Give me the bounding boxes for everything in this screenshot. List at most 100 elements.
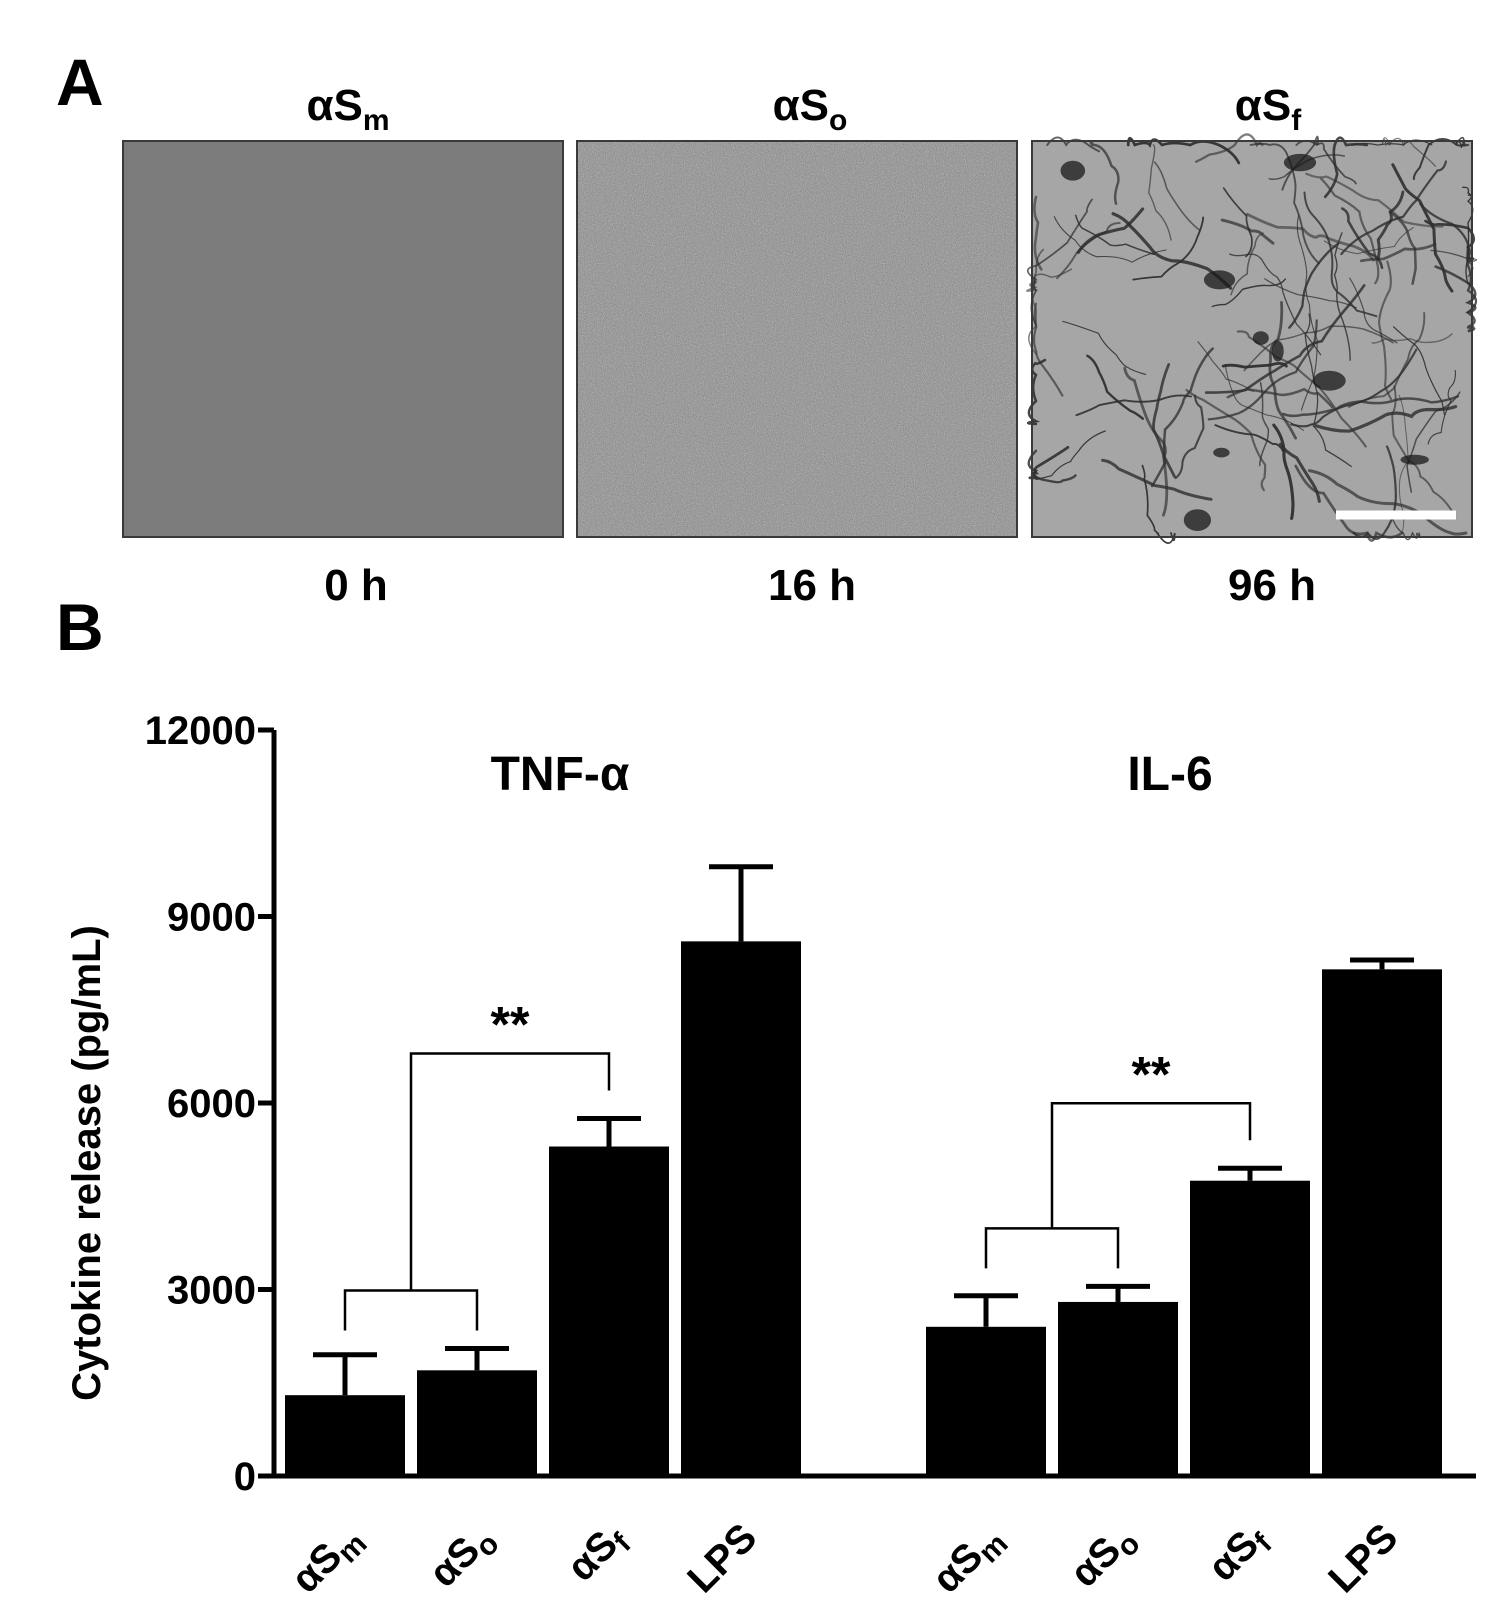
bar [1058,1301,1178,1476]
micrograph-2-image [576,140,1018,538]
micrograph-1-time: 0 h [324,561,388,610]
fibril [1141,464,1176,544]
fibril [1150,347,1214,488]
fibril [1229,253,1322,356]
fibril [1268,301,1297,440]
fibril [1132,216,1205,281]
fibril [1462,186,1474,285]
fibril [1062,320,1147,375]
fibril [1391,163,1454,293]
micrograph-2: αSo 16 h [576,81,1018,610]
micrograph-3-title: αSf [1235,81,1302,137]
fibril [1371,333,1453,344]
fibril [1075,394,1192,417]
y-axis-label: Cytokine release (pg/mL) [65,925,109,1401]
fibril [1207,319,1318,421]
bar [1322,969,1442,1476]
fibril [1376,190,1405,261]
fibril-clump [1312,370,1346,391]
fibril-clump [1400,454,1429,465]
category-labels: αSm αSo αSf LPS αSm αSo αSf LPS [283,1515,1406,1605]
fibril [1028,268,1073,355]
fibril [1220,218,1275,245]
bar [285,1395,405,1476]
category-label: αSm [924,1515,1014,1605]
fibril [1221,361,1288,369]
micrograph-2-grain [577,141,1017,537]
category-label: αSm [283,1515,373,1605]
fibril [1236,330,1367,448]
fibril [1086,354,1144,420]
micrograph-2-time: 16 h [768,561,856,610]
fibril [1393,326,1445,416]
bars [285,864,1442,1476]
y-tick-label: 3000 [167,1269,256,1313]
group-title: TNF-α [491,748,630,801]
fibril [1294,464,1404,542]
bar [549,1146,669,1476]
fibril [1053,216,1167,263]
bar [417,1370,537,1476]
category-label: αSo [1062,1515,1147,1600]
micrograph-3-image [1031,140,1473,538]
category-label: αSf [1200,1515,1279,1594]
fibril [1259,381,1270,467]
category-label: αSo [421,1515,506,1600]
y-tick-label: 12000 [145,709,256,753]
fibril [1148,144,1172,241]
micrograph-1-title: αSm [306,81,389,137]
fibril [1290,348,1418,428]
fibril [1224,363,1305,431]
panel-a-letter: A [56,45,104,119]
y-tick-label: 0 [234,1455,256,1499]
fibril [1074,214,1156,256]
fibril [1341,207,1384,270]
fibril [1424,219,1476,263]
bracket-comparison [409,1052,611,1291]
fibril [1153,161,1201,232]
fibril [1349,277,1398,344]
y-tick-label: 6000 [167,1082,256,1126]
fibril [1194,133,1264,163]
fibril [1323,226,1414,255]
fibril [1028,446,1070,480]
fibril [1197,341,1254,392]
fibril [1230,232,1264,296]
group-title: IL-6 [1127,748,1212,801]
fibril-clump [1183,509,1211,531]
bracket-comparison [1050,1102,1252,1229]
category-label: αSf [559,1515,638,1594]
fibril [1245,212,1375,262]
fibril [1027,449,1077,484]
micrograph-2-title: αSo [773,81,848,137]
fibril [1211,278,1286,308]
fibril-clump [1271,340,1284,362]
fibril [1035,430,1106,481]
micrograph-3-fibrils [1025,133,1478,544]
bar [681,941,801,1476]
category-label: LPS [1320,1515,1406,1601]
fibril [1264,278,1357,309]
fibril [1389,510,1421,541]
fibril-clump [1252,331,1269,345]
significance-brackets: ** ** [343,997,1252,1331]
bar [926,1326,1046,1476]
fibril [1412,138,1469,181]
fibril [1076,207,1145,254]
micrograph-3-time: 96 h [1228,561,1316,610]
category-label: LPS [679,1515,765,1601]
significance-label: ** [1132,1046,1171,1102]
fibril [1226,387,1334,409]
fibril [1305,172,1444,228]
fibril [1320,177,1380,285]
fibril [1214,424,1285,453]
fibril [1126,136,1241,165]
fibril [1026,358,1047,426]
fibril-clump [1060,160,1086,181]
fibril [1174,394,1205,480]
fibril [1249,142,1320,265]
fibril-clump [1283,153,1317,172]
fibril-clump [1213,447,1230,458]
fibril [1272,423,1295,520]
